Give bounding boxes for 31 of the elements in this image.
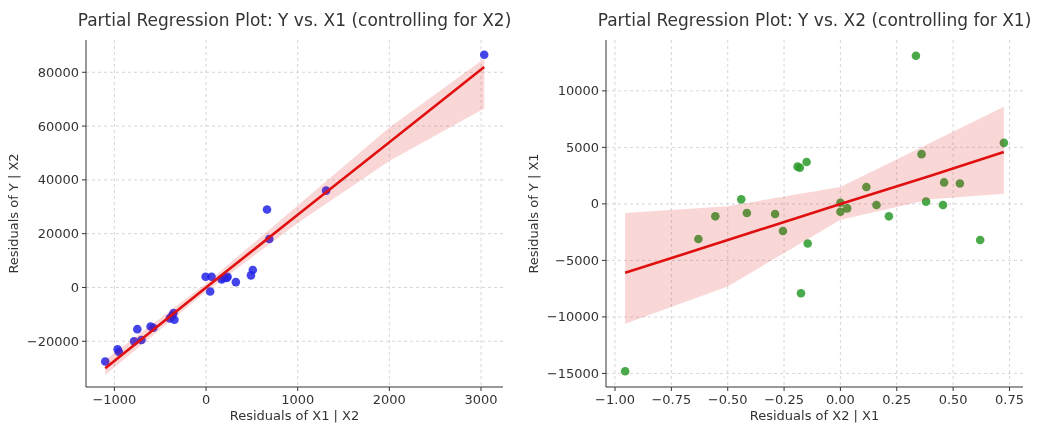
- chart-title: Partial Regression Plot: Y vs. X1 (controlling for X2): [77, 10, 512, 30]
- chart-title: Partial Regression Plot: Y vs. X2 (controlling for X1): [597, 10, 1032, 30]
- y-tick-label: −20000: [26, 333, 79, 349]
- y-tick-label: 0: [590, 196, 599, 212]
- x-tick-label: 0.75: [995, 392, 1024, 407]
- y-tick-label: −15000: [546, 365, 599, 381]
- y-tick-label: 80000: [37, 64, 79, 80]
- y-tick-label: 10000: [557, 83, 599, 99]
- x-tick-label: −1.00: [595, 392, 635, 407]
- x-tick-label: 0: [201, 392, 211, 407]
- x-tick-label: 2000: [372, 392, 406, 407]
- x-tick-label: 1000: [281, 392, 315, 407]
- x-tick-label: −0.75: [651, 392, 692, 407]
- y-tick-label: 0: [70, 279, 79, 295]
- y-tick-label: 60000: [37, 118, 79, 134]
- y-axis-title: Residuals of Y | X2: [6, 153, 21, 274]
- y-tick-label: 5000: [565, 139, 599, 155]
- y-tick-label: 20000: [37, 226, 79, 242]
- y-tick-label: 40000: [37, 172, 79, 188]
- x-tick-label: 0.25: [882, 392, 912, 407]
- y-tick-label: −10000: [546, 309, 599, 325]
- x-tick-label: −1000: [92, 392, 137, 407]
- x-tick-label: −0.50: [707, 392, 748, 407]
- x-tick-label: −0.25: [764, 392, 804, 407]
- x-axis-title: Residuals of X1 | X2: [229, 408, 360, 423]
- x-tick-label: 3000: [464, 392, 498, 407]
- x-tick-label: 0.00: [825, 392, 855, 407]
- y-tick-label: −5000: [555, 252, 599, 268]
- x-tick-label: 0.50: [938, 392, 968, 407]
- y-axis-title: Residuals of Y | X1: [526, 153, 541, 274]
- x-axis-title: Residuals of X2 | X1: [749, 408, 880, 423]
